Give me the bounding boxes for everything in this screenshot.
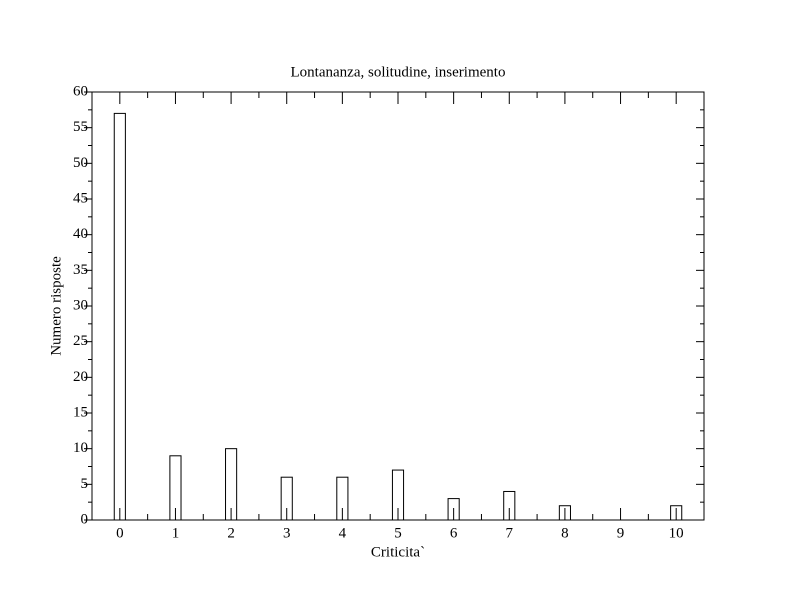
chart-title: Lontananza, solitudine, inserimento: [291, 64, 506, 80]
x-tick-label: 10: [669, 525, 684, 541]
x-axis-label: Criticita`: [371, 544, 425, 560]
y-tick-label: 40: [73, 226, 88, 242]
y-tick-label: 60: [73, 83, 88, 99]
y-tick-label: 45: [73, 190, 88, 206]
x-tick-label: 1: [172, 525, 180, 541]
x-tick-label: 9: [617, 525, 625, 541]
y-tick-label: 10: [73, 440, 88, 456]
x-tick-label: 7: [506, 525, 514, 541]
plot-frame: [91, 91, 705, 521]
y-tick-label: 5: [81, 476, 89, 492]
x-tick-label: 5: [394, 525, 402, 541]
y-tick-label: 25: [73, 333, 88, 349]
x-tick-label: 2: [227, 525, 235, 541]
y-tick-label: 50: [73, 155, 88, 171]
x-tick-label: 4: [339, 525, 347, 541]
y-tick-label: 35: [73, 262, 88, 278]
x-tick-label: 6: [450, 525, 458, 541]
x-tick-label: 8: [561, 525, 569, 541]
x-tick-label: 0: [116, 525, 124, 541]
x-tick-label: 3: [283, 525, 291, 541]
y-tick-label: 15: [73, 404, 88, 420]
y-axis-label: Numero risposte: [48, 256, 64, 356]
y-tick-label: 0: [81, 511, 89, 527]
bar: [113, 112, 126, 521]
y-tick-label: 20: [73, 369, 88, 385]
y-tick-label: 30: [73, 297, 88, 313]
y-tick-label: 55: [73, 119, 88, 135]
